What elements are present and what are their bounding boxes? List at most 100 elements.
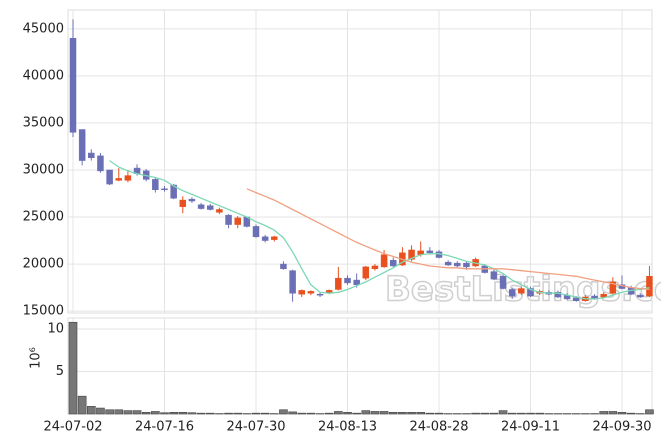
candle-body bbox=[390, 260, 397, 267]
candle-body bbox=[234, 217, 241, 225]
y-tick-label: 10 bbox=[47, 322, 64, 337]
volume-bar bbox=[526, 412, 535, 415]
candle-body bbox=[499, 276, 507, 289]
y-tick-label: 45000 bbox=[23, 21, 64, 36]
candle-body bbox=[316, 293, 324, 296]
x-tick-label: 24-07-30 bbox=[226, 420, 285, 435]
volume-bar bbox=[105, 409, 114, 415]
candle-body bbox=[600, 293, 607, 298]
candle-body bbox=[69, 37, 77, 133]
candle-body bbox=[197, 204, 205, 209]
x-tick-label: 24-08-13 bbox=[318, 420, 377, 435]
y-tick-label: 15000 bbox=[23, 304, 64, 319]
candle-body bbox=[106, 169, 113, 185]
volume-bar bbox=[407, 412, 416, 415]
candle-body bbox=[289, 270, 296, 294]
volume-bar bbox=[141, 412, 151, 415]
candle-body bbox=[88, 152, 95, 158]
x-tick-label: 24-08-28 bbox=[409, 420, 468, 435]
candle-body bbox=[161, 188, 168, 191]
candle-body bbox=[78, 129, 86, 161]
volume-bar bbox=[645, 409, 654, 415]
y-tick-label: 40000 bbox=[23, 68, 64, 83]
volume-bar bbox=[123, 410, 133, 415]
y-tick-label: 20000 bbox=[23, 257, 64, 272]
y-tick-label: 25000 bbox=[23, 210, 64, 225]
volume-panel bbox=[67, 317, 653, 415]
volume-bar bbox=[288, 411, 297, 415]
volume-bar bbox=[169, 412, 178, 415]
volume-bar bbox=[260, 412, 270, 415]
volume-bar bbox=[132, 410, 142, 415]
candle-body bbox=[637, 294, 644, 298]
volume-bar bbox=[224, 412, 233, 415]
volume-bar bbox=[498, 410, 508, 415]
candle-body bbox=[508, 289, 516, 297]
candle-body bbox=[280, 263, 287, 270]
candle-body bbox=[408, 249, 415, 260]
x-tick-label: 24-07-16 bbox=[135, 420, 194, 435]
volume-bar bbox=[379, 411, 389, 415]
volume-bar bbox=[114, 409, 124, 415]
candle-body bbox=[362, 266, 370, 279]
candle-body bbox=[298, 290, 305, 295]
candle-body bbox=[344, 277, 351, 284]
volume-bar bbox=[160, 412, 169, 415]
volume-bar bbox=[306, 412, 316, 415]
candle-body bbox=[188, 198, 196, 202]
candle-body bbox=[216, 209, 223, 213]
volume-bar bbox=[324, 412, 334, 415]
candle-body bbox=[371, 265, 379, 270]
candle-body bbox=[444, 261, 452, 266]
candle-body bbox=[490, 271, 498, 280]
volume-bar bbox=[617, 412, 627, 415]
candle-body bbox=[307, 291, 315, 294]
volume-bar bbox=[489, 412, 499, 415]
y-tick-label: 5 bbox=[56, 364, 64, 379]
volume-bar bbox=[87, 406, 96, 415]
volume-bar bbox=[96, 407, 105, 415]
candle-body bbox=[426, 250, 434, 254]
volume-bar bbox=[608, 411, 618, 415]
candle-body bbox=[609, 281, 617, 294]
volume-bar bbox=[205, 412, 215, 415]
candle-body bbox=[170, 184, 177, 199]
candle-body bbox=[353, 279, 360, 286]
volume-bar bbox=[626, 412, 636, 415]
volume-bar bbox=[361, 410, 371, 415]
volume-bar bbox=[251, 412, 261, 415]
candle-body bbox=[252, 226, 260, 238]
volume-bar bbox=[507, 412, 517, 415]
volume-bar bbox=[599, 411, 609, 415]
candle-body bbox=[554, 292, 562, 298]
x-tick-label: 24-09-11 bbox=[501, 420, 560, 435]
candle-body bbox=[518, 288, 525, 294]
candle-body bbox=[261, 236, 269, 241]
moving-average-line bbox=[109, 160, 650, 300]
candle-body bbox=[454, 262, 461, 267]
candle-body bbox=[463, 262, 470, 268]
candle-body bbox=[124, 175, 132, 181]
candle-body bbox=[335, 277, 342, 290]
x-tick-label: 24-07-02 bbox=[43, 420, 102, 435]
volume-axis-label: 10⁶ bbox=[29, 347, 44, 369]
volume-bar bbox=[388, 412, 398, 415]
candle-body bbox=[646, 276, 653, 297]
y-tick-label: 30000 bbox=[23, 162, 64, 177]
candle-body bbox=[380, 254, 388, 268]
moving-average-line bbox=[246, 188, 650, 291]
volume-bar bbox=[535, 412, 544, 415]
volume-bar bbox=[343, 412, 352, 415]
candle-body bbox=[97, 155, 104, 172]
volume-bar bbox=[279, 409, 288, 415]
candle-body bbox=[115, 178, 122, 181]
volume-bar bbox=[151, 411, 160, 415]
x-tick-label: 24-09-30 bbox=[592, 420, 651, 435]
candle-body bbox=[225, 214, 232, 225]
candle-body bbox=[271, 236, 278, 240]
candle-body bbox=[527, 288, 534, 297]
price-panel bbox=[67, 9, 653, 314]
volume-bar bbox=[480, 412, 490, 415]
candle-body bbox=[207, 205, 214, 210]
